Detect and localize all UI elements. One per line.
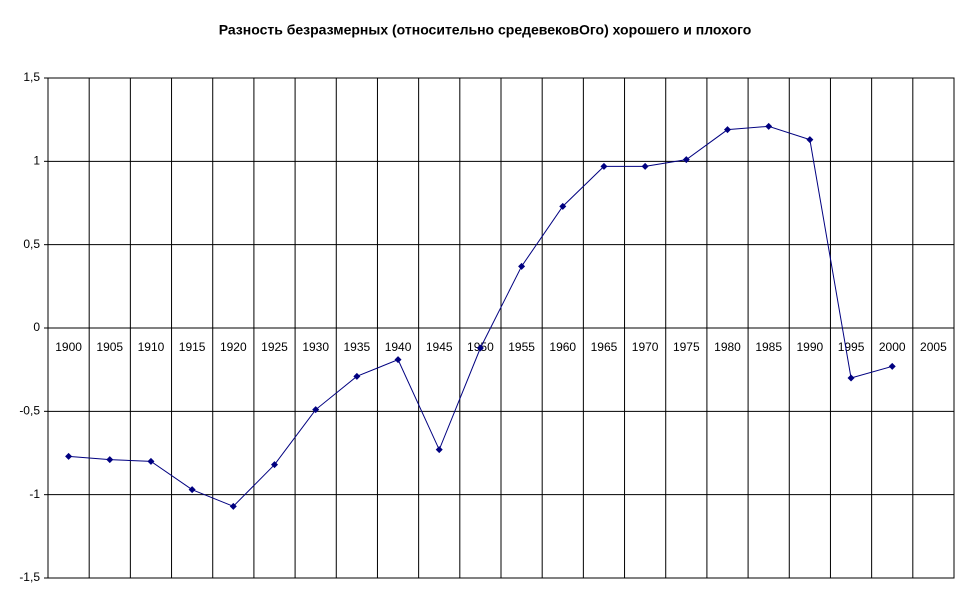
x-tick-label: 2000 xyxy=(879,340,906,354)
marker xyxy=(312,406,320,414)
x-tick-label: 1930 xyxy=(302,340,329,354)
x-tick-label: 1985 xyxy=(755,340,782,354)
x-tick-label: 1925 xyxy=(261,340,288,354)
y-tick-label: 1 xyxy=(33,154,40,168)
x-tick-label: 1960 xyxy=(549,340,576,354)
x-tick-label: 1995 xyxy=(838,340,865,354)
x-tick-label: 1940 xyxy=(385,340,412,354)
marker xyxy=(765,122,773,130)
x-tick-label: 1975 xyxy=(673,340,700,354)
marker xyxy=(188,486,196,494)
marker xyxy=(394,356,402,364)
x-tick-label: 1965 xyxy=(591,340,618,354)
marker xyxy=(106,456,114,464)
marker xyxy=(806,136,814,144)
marker xyxy=(147,457,155,465)
marker xyxy=(518,262,526,270)
x-tick-label: 2005 xyxy=(920,340,947,354)
y-tick-label: 0,5 xyxy=(23,237,40,251)
marker xyxy=(229,502,237,510)
x-tick-label: 1915 xyxy=(179,340,206,354)
x-tick-label: 1910 xyxy=(138,340,165,354)
plot-border xyxy=(47,77,955,579)
marker xyxy=(65,452,73,460)
marker xyxy=(600,162,608,170)
x-tick-label: 1990 xyxy=(797,340,824,354)
marker xyxy=(559,202,567,210)
marker xyxy=(847,374,855,382)
x-tick-label: 1935 xyxy=(344,340,371,354)
marker xyxy=(682,156,690,164)
marker xyxy=(641,162,649,170)
x-tick-label: 1905 xyxy=(96,340,123,354)
x-tick-label: 1900 xyxy=(55,340,82,354)
y-tick-label: 1,5 xyxy=(23,70,40,84)
marker xyxy=(724,126,731,134)
marker xyxy=(476,344,484,352)
x-tick-label: 1980 xyxy=(714,340,741,354)
x-tick-label: 1945 xyxy=(426,340,453,354)
x-tick-label: 1920 xyxy=(220,340,247,354)
y-tick-label: -1 xyxy=(29,487,40,501)
marker xyxy=(435,446,443,454)
marker xyxy=(888,362,896,370)
y-tick-label: 0 xyxy=(33,320,40,334)
marker xyxy=(353,372,361,380)
chart-title: Разность безразмерных (относительно сред… xyxy=(219,22,752,38)
x-tick-label: 1970 xyxy=(632,340,659,354)
y-tick-label: -0,5 xyxy=(19,404,40,418)
y-tick-label: -1,5 xyxy=(19,570,40,584)
x-tick-label: 1955 xyxy=(508,340,535,354)
marker xyxy=(271,461,278,469)
